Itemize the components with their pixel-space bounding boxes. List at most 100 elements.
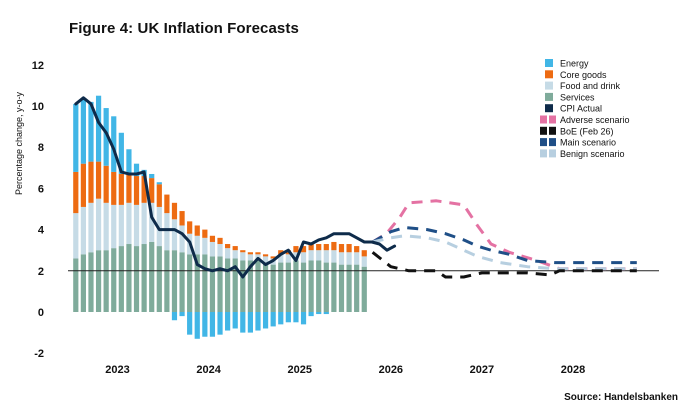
bar-food-and-drink	[133, 204, 140, 247]
x-tick-label: 2024	[196, 364, 221, 376]
bar-food-and-drink	[323, 250, 329, 263]
bar-core-goods	[316, 244, 322, 251]
bar-energy	[187, 312, 193, 335]
bar-energy	[308, 312, 314, 317]
legend-swatch-core-goods	[545, 70, 553, 79]
bar-energy	[103, 108, 109, 166]
cpi-actual-path	[74, 96, 397, 279]
bar-energy	[118, 132, 124, 174]
scenario-line-benign	[372, 234, 637, 271]
legend-dash-boe	[540, 126, 547, 135]
bar-services	[240, 260, 246, 312]
legend-dash-benign	[549, 149, 556, 158]
bar-core-goods	[293, 246, 299, 253]
bar-core-goods	[209, 235, 216, 242]
bar-core-goods	[88, 161, 94, 203]
bar-food-and-drink	[80, 206, 86, 255]
bar-food-and-drink	[209, 241, 216, 257]
bar-core-goods	[262, 254, 269, 257]
x-tick-label: 2026	[379, 364, 403, 376]
y-tick-label: 10	[32, 101, 44, 113]
x-tick-label: 2025	[287, 364, 311, 376]
legend-dash-benign	[540, 149, 547, 158]
bar-food-and-drink	[262, 256, 269, 263]
legend-swatch-cpi-actual	[545, 104, 553, 113]
bar-food-and-drink	[293, 252, 299, 261]
bar-energy	[240, 312, 246, 333]
bar-energy	[80, 99, 86, 164]
bar-food-and-drink	[149, 202, 155, 242]
x-tick-label: 2027	[470, 364, 494, 376]
bar-core-goods	[187, 221, 193, 234]
bar-food-and-drink	[225, 248, 231, 259]
bar-food-and-drink	[194, 235, 200, 255]
bar-energy	[73, 103, 79, 172]
legend-label: Adverse scenario	[560, 115, 630, 125]
bar-services	[164, 250, 170, 312]
bar-core-goods	[80, 163, 86, 207]
y-tick-label: 0	[38, 307, 44, 319]
legend-label: CPI Actual	[560, 104, 602, 114]
legend-label: Core goods	[560, 70, 607, 80]
bar-food-and-drink	[73, 213, 79, 259]
bar-core-goods	[240, 250, 246, 253]
bar-energy	[194, 312, 200, 339]
bar-food-and-drink	[247, 254, 253, 261]
bar-energy	[126, 149, 132, 174]
legend-dash-adverse	[549, 115, 556, 124]
bar-core-goods	[179, 211, 185, 226]
bar-energy	[156, 182, 162, 185]
legend-label: Energy	[560, 59, 589, 69]
legend-swatch-services	[545, 92, 553, 101]
bar-services	[171, 250, 178, 312]
bar-energy	[95, 95, 102, 162]
bar-services	[80, 254, 86, 312]
bar-services	[316, 260, 322, 312]
bar-core-goods	[156, 184, 162, 207]
bar-energy	[111, 116, 117, 172]
bar-core-goods	[308, 244, 314, 251]
bar-food-and-drink	[111, 204, 117, 249]
bar-services	[194, 254, 200, 312]
bar-energy	[270, 312, 276, 327]
bar-core-goods	[278, 250, 284, 255]
bar-services	[247, 260, 253, 312]
bar-core-goods	[111, 171, 117, 205]
bar-food-and-drink	[179, 225, 185, 253]
bar-food-and-drink	[171, 219, 178, 251]
bar-food-and-drink	[156, 206, 162, 247]
y-tick-label: 4	[38, 225, 45, 237]
bar-energy	[323, 312, 329, 315]
bar-core-goods	[354, 246, 360, 253]
bar-energy	[247, 312, 253, 333]
bar-core-goods	[126, 173, 132, 203]
bar-energy	[225, 312, 231, 331]
bar-core-goods	[346, 244, 352, 253]
bar-core-goods	[361, 250, 367, 257]
bar-services	[255, 260, 261, 312]
bar-food-and-drink	[240, 252, 246, 261]
bar-core-goods	[164, 194, 170, 214]
bar-food-and-drink	[141, 202, 147, 245]
bar-food-and-drink	[308, 250, 314, 261]
bar-core-goods	[118, 173, 124, 205]
bar-services	[346, 264, 352, 312]
y-tick-label: 2	[38, 266, 44, 278]
chart-title: Figure 4: UK Inflation Forecasts	[69, 20, 299, 37]
bar-core-goods	[73, 171, 79, 214]
bar-food-and-drink	[232, 250, 238, 259]
scenario-line-boe	[371, 251, 637, 279]
bar-core-goods	[217, 237, 223, 245]
bar-energy	[133, 163, 140, 177]
bar-energy	[217, 312, 223, 335]
bar-core-goods	[225, 244, 231, 249]
bar-core-goods	[247, 252, 253, 255]
bar-core-goods	[323, 244, 329, 251]
bar-services	[179, 252, 185, 312]
legend-dash-main	[549, 138, 556, 147]
bar-core-goods	[133, 176, 140, 205]
bar-food-and-drink	[338, 252, 345, 265]
scenario-line-adverse	[371, 199, 637, 271]
